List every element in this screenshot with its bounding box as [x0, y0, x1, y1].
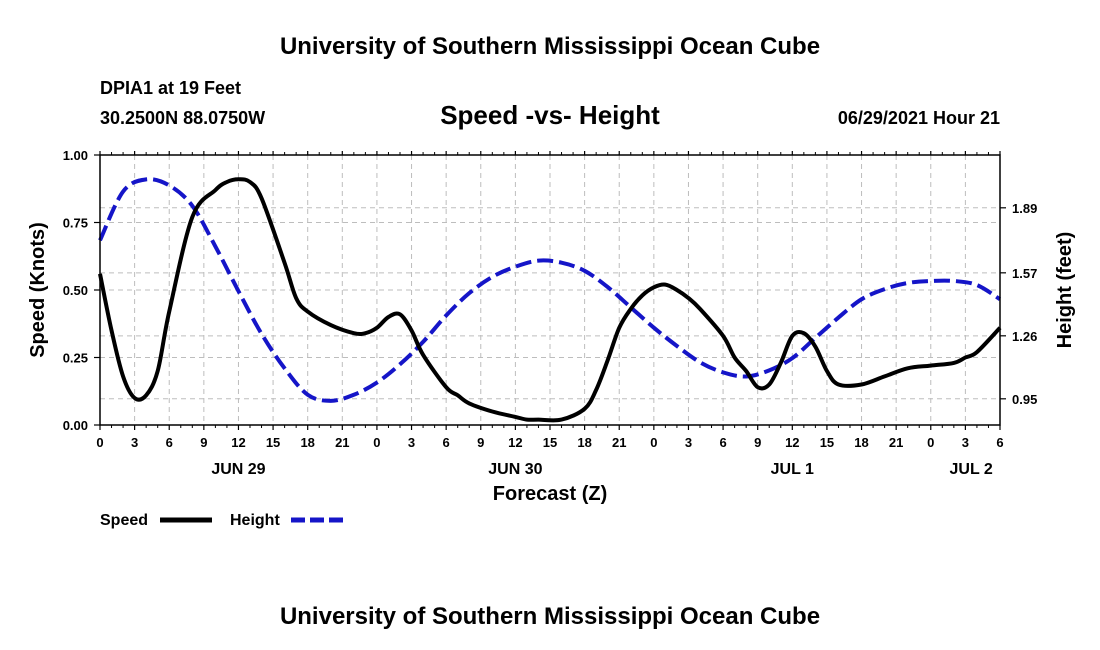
- x-tick-label: 21: [612, 435, 626, 450]
- y-axis-ticks: 0.00 0.25 0.50 0.75 1.00: [63, 148, 100, 433]
- x-tick-label: 12: [508, 435, 522, 450]
- y2-axis-label: Height (feet): [1054, 232, 1076, 349]
- plot-title: Speed -vs- Height: [440, 100, 660, 130]
- x-tick-label: 0: [373, 435, 380, 450]
- x-tick-label: 0: [927, 435, 934, 450]
- x-tick-label: 9: [754, 435, 761, 450]
- x-axis-label: Forecast (Z): [493, 483, 607, 505]
- y-tick-label: 0.00: [63, 418, 88, 433]
- x-tick-label: 21: [335, 435, 349, 450]
- legend-height-label: Height: [230, 512, 280, 529]
- x-tick-label: 12: [785, 435, 799, 450]
- y2-tick-label: 1.89: [1012, 201, 1037, 216]
- x-tick-label: 0: [96, 435, 103, 450]
- x-tick-label: 9: [200, 435, 207, 450]
- station-coords: 30.2500N 88.0750W: [100, 108, 265, 128]
- station-name: DPIA1 at 19 Feet: [100, 78, 241, 98]
- x-tick-label: 0: [650, 435, 657, 450]
- x-tick-label: 18: [854, 435, 868, 450]
- x-tick-label: 3: [408, 435, 415, 450]
- header-title: University of Southern Mississippi Ocean…: [280, 33, 820, 60]
- x-tick-label: 18: [577, 435, 591, 450]
- y-tick-label: 0.25: [63, 351, 88, 366]
- series-layer: [98, 177, 1002, 423]
- x-tick-label: 3: [962, 435, 969, 450]
- day-labels: JUN 29 JUN 30 JUL 1 JUL 2: [211, 461, 993, 478]
- x-tick-label: 12: [231, 435, 245, 450]
- x-tick-label: 6: [719, 435, 726, 450]
- x-tick-label: 18: [300, 435, 314, 450]
- day-label: JUL 1: [771, 461, 814, 478]
- day-label: JUN 29: [211, 461, 265, 478]
- footer-title: University of Southern Mississippi Ocean…: [280, 603, 820, 630]
- x-tick-label: 9: [477, 435, 484, 450]
- x-tick-label: 15: [820, 435, 834, 450]
- legend-speed-label: Speed: [100, 512, 148, 529]
- day-label: JUN 30: [488, 461, 542, 478]
- x-tick-label: 3: [685, 435, 692, 450]
- x-tick-label: 6: [443, 435, 450, 450]
- series-line-speed: [98, 177, 1002, 423]
- y2-tick-label: 1.57: [1012, 266, 1037, 281]
- x-tick-label: 21: [889, 435, 903, 450]
- y2-tick-label: 1.26: [1012, 329, 1037, 344]
- run-time: 06/29/2021 Hour 21: [838, 108, 1000, 128]
- legend: Speed Height: [100, 512, 343, 529]
- x-tick-label: 3: [131, 435, 138, 450]
- x-tick-label: 6: [166, 435, 173, 450]
- x-tick-label: 15: [543, 435, 557, 450]
- x-axis-ticks: 0 3 6 9 12 15 18 21 0 3 6 9 12 15 18 21 0 3 6 9 12 15 18 21 0 3 6: [96, 151, 1004, 450]
- y-tick-label: 1.00: [63, 148, 88, 163]
- x-tick-label: 6: [996, 435, 1003, 450]
- y2-tick-label: 0.95: [1012, 392, 1037, 407]
- y-tick-label: 0.50: [63, 283, 88, 298]
- y-axis-label: Speed (Knots): [27, 222, 49, 358]
- x-tick-label: 15: [266, 435, 280, 450]
- y-tick-label: 0.75: [63, 216, 88, 231]
- series-line-height: [98, 177, 1002, 403]
- day-label: JUL 2: [950, 461, 993, 478]
- grid-lines: [100, 155, 1000, 425]
- y2-axis-ticks: 0.95 1.26 1.57 1.89: [1000, 201, 1037, 407]
